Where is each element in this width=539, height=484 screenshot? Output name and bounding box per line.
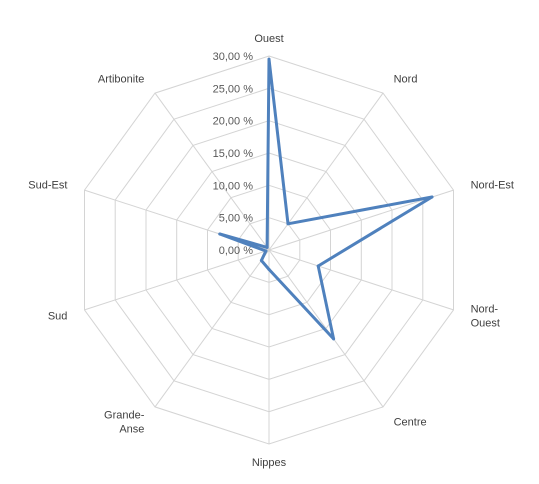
spoke-9: [154, 92, 270, 251]
data-point-0-1: [286, 222, 290, 226]
spoke-1: [268, 92, 384, 251]
category-label-3-line-1: Ouest: [471, 318, 500, 330]
category-label-9: Artibonite: [98, 74, 144, 86]
data-point-0-7: [264, 249, 268, 253]
category-label-9-line-0: Artibonite: [98, 74, 144, 86]
data-point-0-3: [316, 264, 320, 268]
category-label-0-line-0: Ouest: [254, 33, 283, 45]
category-label-5-line-0: Nippes: [252, 457, 287, 469]
category-label-7-line-0: Sud: [48, 311, 68, 323]
category-label-3-line-0: Nord-: [471, 304, 499, 316]
category-label-4: Centre: [394, 417, 427, 429]
category-label-8-line-0: Sud-Est: [28, 180, 67, 192]
category-label-4-line-0: Centre: [394, 417, 427, 429]
category-label-6-line-0: Grande-: [104, 410, 145, 422]
spoke-4: [268, 249, 384, 408]
spoke-3: [268, 249, 454, 311]
tick-label-6: 30,00 %: [213, 51, 254, 63]
data-point-0-2: [430, 195, 434, 199]
category-label-3: Nord- Ouest: [471, 304, 500, 330]
spoke-6: [154, 249, 270, 408]
data-point-0-8: [218, 232, 222, 236]
data-point-0-6: [259, 259, 263, 262]
category-label-7: Sud: [48, 311, 68, 323]
category-label-2: Nord-Est: [471, 180, 514, 192]
data-point-0-9: [265, 245, 269, 249]
category-label-8: Sud-Est: [28, 180, 67, 192]
spoke-7: [84, 249, 270, 311]
category-label-2-line-0: Nord-Est: [471, 180, 514, 192]
category-label-5: Nippes: [252, 457, 287, 469]
category-label-0: Ouest: [254, 33, 283, 45]
tick-label-0: 0,00 %: [219, 245, 253, 257]
tick-label-5: 25,00 %: [213, 83, 254, 95]
tick-label-2: 10,00 %: [213, 180, 254, 192]
category-label-1-line-0: Nord: [394, 74, 418, 86]
tick-label-1: 5,00 %: [219, 213, 253, 225]
tick-label-4: 20,00 %: [213, 116, 254, 128]
category-label-1: Nord: [394, 74, 418, 86]
series-line-0: [218, 57, 434, 341]
tick-label-3: 15,00 %: [213, 148, 254, 160]
category-label-6-line-1: Anse: [119, 424, 144, 436]
data-point-0-0: [267, 57, 271, 61]
data-point-0-5: [267, 267, 271, 271]
category-label-6: Grande- Anse: [104, 410, 145, 436]
data-point-0-4: [332, 337, 336, 341]
